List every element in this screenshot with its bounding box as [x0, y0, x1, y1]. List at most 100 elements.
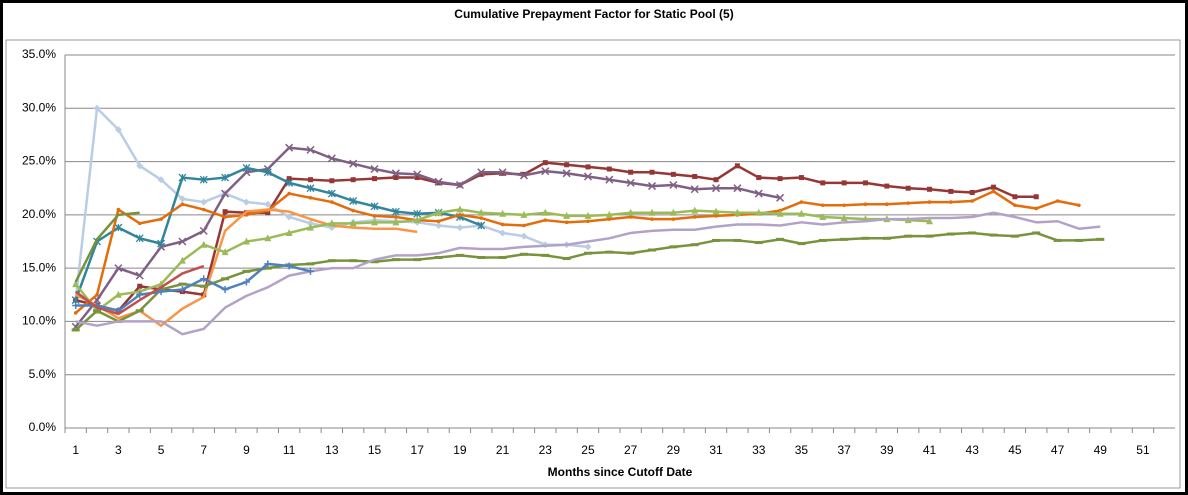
- marker: [178, 285, 186, 293]
- marker: [285, 178, 294, 187]
- marker: [308, 196, 313, 200]
- marker: [863, 202, 868, 206]
- marker: [969, 189, 975, 195]
- marker: [136, 287, 144, 295]
- marker: [884, 183, 890, 189]
- x-tick-label: 49: [1094, 443, 1108, 457]
- marker: [733, 184, 742, 193]
- marker: [263, 168, 272, 177]
- marker: [692, 173, 698, 179]
- marker: [157, 176, 165, 184]
- marker: [328, 219, 336, 227]
- marker: [520, 210, 528, 218]
- marker: [842, 203, 846, 208]
- marker: [606, 166, 612, 172]
- x-tick-label: 23: [539, 443, 553, 457]
- x-tick-label: 37: [837, 443, 851, 457]
- marker: [1055, 199, 1060, 203]
- marker: [199, 226, 208, 235]
- marker: [394, 215, 398, 219]
- marker: [499, 229, 507, 237]
- marker: [435, 222, 443, 230]
- marker: [371, 218, 379, 226]
- marker: [799, 200, 804, 204]
- marker: [93, 104, 101, 112]
- marker: [541, 167, 550, 176]
- y-tick-label: 30.0%: [22, 100, 56, 114]
- marker: [584, 211, 592, 219]
- y-tick-label: 15.0%: [22, 260, 56, 274]
- marker: [755, 208, 763, 216]
- x-tick-label: 15: [368, 443, 382, 457]
- marker: [223, 215, 227, 219]
- marker: [391, 207, 400, 216]
- marker: [500, 222, 505, 227]
- marker: [349, 159, 358, 168]
- x-tick-label: 1: [72, 443, 79, 457]
- marker: [116, 207, 121, 212]
- marker: [285, 228, 293, 236]
- marker: [519, 171, 528, 180]
- marker: [649, 169, 655, 175]
- series-line: [74, 166, 482, 301]
- marker: [242, 164, 251, 172]
- marker: [776, 193, 785, 202]
- marker: [242, 237, 250, 245]
- marker: [478, 171, 484, 177]
- x-tick-label: 35: [795, 443, 809, 457]
- x-tick-label: 17: [411, 443, 425, 457]
- marker: [370, 165, 379, 174]
- marker: [200, 275, 208, 283]
- marker: [499, 209, 507, 217]
- marker: [264, 260, 272, 268]
- series-line: [75, 211, 1101, 336]
- marker: [733, 208, 741, 216]
- marker: [862, 180, 868, 186]
- marker: [777, 176, 783, 182]
- marker: [991, 189, 996, 194]
- plot-frame: [5, 39, 1181, 489]
- marker: [327, 154, 336, 163]
- marker: [393, 175, 399, 181]
- marker: [372, 176, 378, 182]
- marker: [178, 173, 187, 182]
- x-tick-label: 31: [709, 443, 723, 457]
- marker: [584, 243, 592, 251]
- marker: [306, 184, 315, 193]
- marker: [330, 200, 334, 204]
- marker: [1012, 194, 1018, 200]
- x-axis-title: Months since Cutoff Date: [548, 465, 693, 479]
- marker: [327, 189, 336, 198]
- marker: [1077, 203, 1081, 208]
- marker: [285, 213, 293, 221]
- marker: [586, 219, 590, 224]
- marker: [455, 180, 464, 190]
- marker: [840, 214, 848, 222]
- marker: [541, 208, 549, 216]
- y-tick-label: 25.0%: [22, 154, 56, 168]
- marker: [242, 198, 250, 206]
- marker: [329, 178, 335, 184]
- marker: [306, 145, 315, 154]
- marker: [906, 201, 910, 205]
- marker: [413, 216, 421, 224]
- marker: [648, 208, 656, 216]
- marker: [927, 186, 933, 192]
- marker: [671, 217, 676, 221]
- marker: [372, 214, 377, 218]
- marker: [690, 185, 699, 194]
- marker: [413, 170, 422, 179]
- x-tick-label: 39: [880, 443, 894, 457]
- marker: [479, 216, 484, 220]
- marker: [927, 200, 932, 204]
- marker: [991, 184, 997, 190]
- marker: [137, 221, 142, 226]
- marker: [885, 202, 889, 206]
- marker: [159, 217, 163, 221]
- marker: [114, 126, 122, 134]
- marker: [543, 218, 548, 222]
- marker: [221, 248, 229, 256]
- y-tick-label: 10.0%: [22, 314, 56, 328]
- marker: [713, 177, 719, 183]
